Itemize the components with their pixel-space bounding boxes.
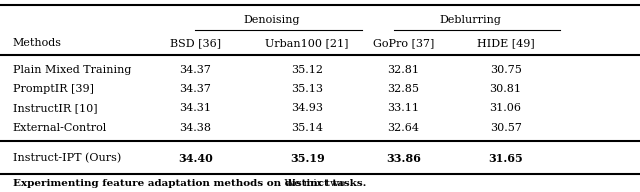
Text: 34.38: 34.38 [179,123,211,133]
Text: 34.37: 34.37 [179,84,211,94]
Text: 35.19: 35.19 [290,153,324,164]
Text: 34.93: 34.93 [291,103,323,113]
Text: 32.81: 32.81 [387,65,419,75]
Text: Urban100 [21]: Urban100 [21] [266,38,349,48]
Text: 34.40: 34.40 [178,153,212,164]
Text: Deblurring: Deblurring [440,15,501,25]
Text: 33.86: 33.86 [386,153,420,164]
Text: 32.85: 32.85 [387,84,419,94]
Text: Denoising: Denoising [244,15,300,25]
Text: 33.11: 33.11 [387,103,419,113]
Text: 31.06: 31.06 [490,103,522,113]
Text: 30.81: 30.81 [490,84,522,94]
Text: Methods: Methods [13,38,62,48]
Text: BSD [36]: BSD [36] [170,38,221,48]
Text: 35.12: 35.12 [291,65,323,75]
Text: 34.37: 34.37 [179,65,211,75]
Text: 32.64: 32.64 [387,123,419,133]
Text: 35.14: 35.14 [291,123,323,133]
Text: InstructIR [10]: InstructIR [10] [13,103,97,113]
Text: HIDE [49]: HIDE [49] [477,38,534,48]
Text: Instruct-IPT (Ours): Instruct-IPT (Ours) [13,153,121,164]
Text: 34.31: 34.31 [179,103,211,113]
Text: We mix two: We mix two [278,179,346,188]
Text: 31.65: 31.65 [488,153,523,164]
Text: External-Control: External-Control [13,123,107,133]
Text: 35.13: 35.13 [291,84,323,94]
Text: Plain Mixed Training: Plain Mixed Training [13,65,131,75]
Text: Experimenting feature adaptation methods on distinct tasks.: Experimenting feature adaptation methods… [13,179,366,188]
Text: PromptIR [39]: PromptIR [39] [13,84,94,94]
Text: 30.57: 30.57 [490,123,522,133]
Text: GoPro [37]: GoPro [37] [372,38,434,48]
Text: 30.75: 30.75 [490,65,522,75]
